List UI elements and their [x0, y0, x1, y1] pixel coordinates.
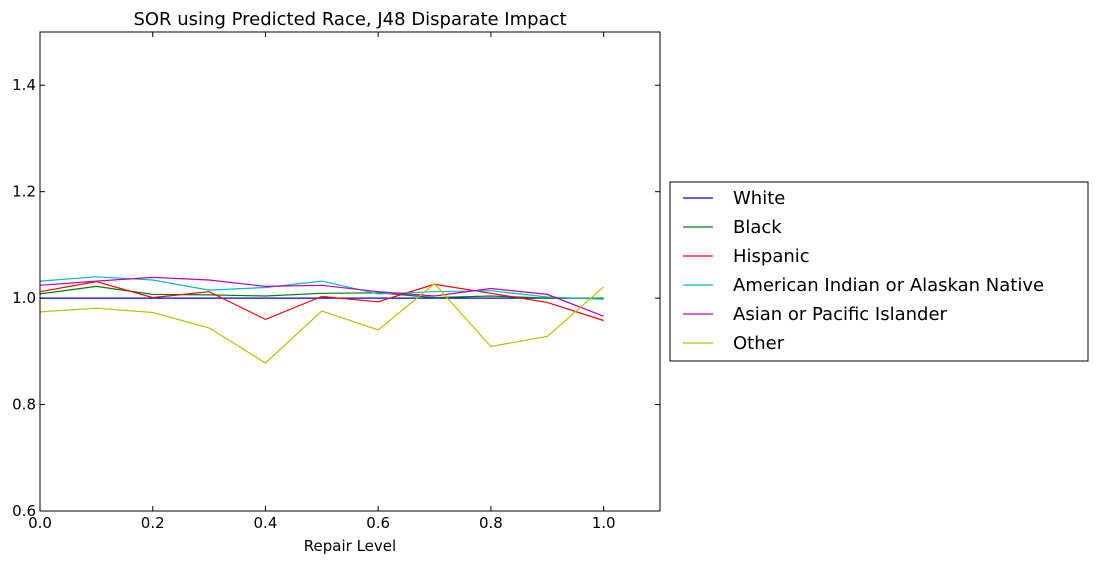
series-line-5 [39, 282, 604, 364]
y-tick-label: 0.6 [12, 502, 36, 520]
y-tick-label: 1.4 [12, 76, 36, 94]
series-line-4 [39, 276, 604, 317]
legend-label-1: Black [733, 217, 782, 238]
x-tick-label: 1.0 [592, 514, 616, 532]
y-tick-label: 0.8 [12, 396, 36, 414]
legend-label-0: White [733, 188, 785, 209]
y-tick-label: 1.0 [12, 289, 36, 307]
series-line-2 [39, 280, 604, 322]
legend-frame [669, 181, 1089, 362]
x-tick-label: 0.4 [254, 514, 278, 532]
legend-label-4: Asian or Pacific Islander [733, 304, 948, 325]
series-line-3 [39, 276, 604, 300]
x-tick-label: 0.2 [141, 514, 165, 532]
legend-label-2: Hispanic [733, 246, 810, 267]
y-axis: 0.6 0.8 1.0 1.2 1.4 [12, 76, 660, 520]
series-lines [39, 276, 604, 364]
legend-label-3: American Indian or Alaskan Native [733, 275, 1044, 296]
legend-label-5: Other [733, 333, 785, 354]
plot-frame [39, 31, 661, 512]
legend: White Black Hispanic American Indian or Ala… [669, 181, 1089, 362]
x-axis: 0.0 0.2 0.4 0.6 0.8 1.0 [28, 32, 616, 532]
x-tick-label: 0.8 [479, 514, 503, 532]
y-tick-label: 1.2 [12, 183, 36, 201]
x-tick-label: 0.0 [28, 514, 52, 532]
chart-title: SOR using Predicted Race, J48 Disparate … [133, 9, 566, 30]
x-tick-label: 0.6 [366, 514, 390, 532]
x-axis-label: Repair Level [304, 537, 396, 555]
